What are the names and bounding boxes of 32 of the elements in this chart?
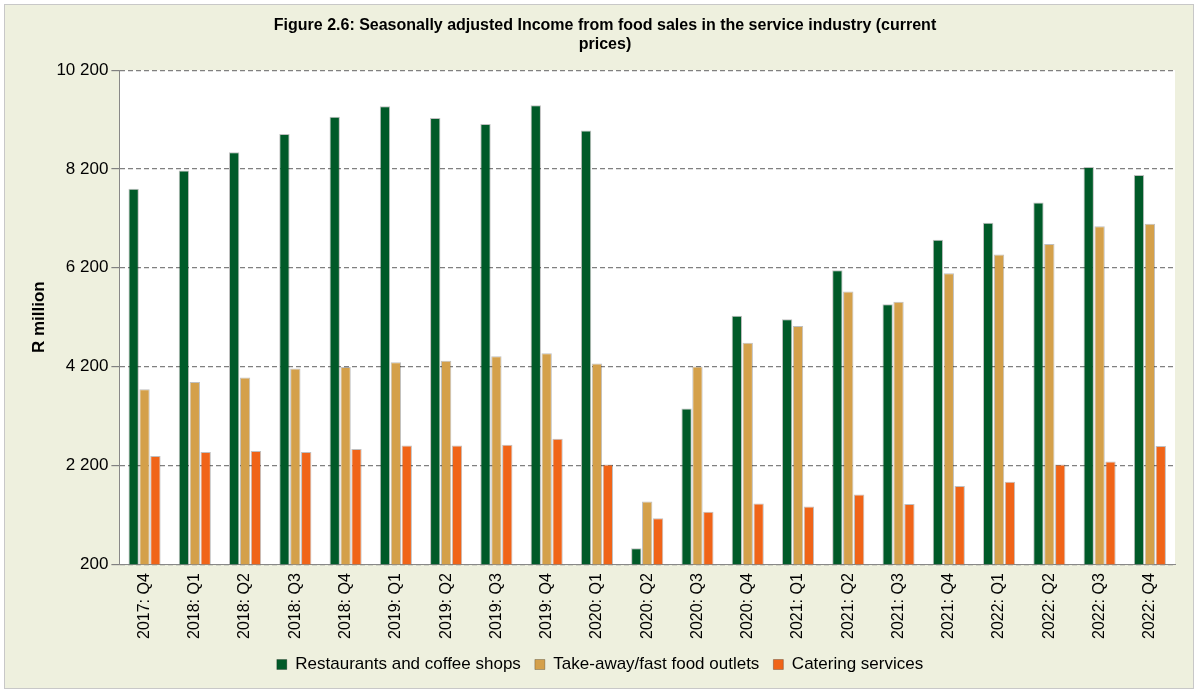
y-tick-label: 8 200 xyxy=(65,158,109,178)
legend-label: Take-away/fast food outlets xyxy=(553,654,760,674)
x-tick-label: 2021: Q4 xyxy=(939,573,957,639)
legend-label: Restaurants and coffee shops xyxy=(295,654,521,674)
x-tick-label: 2018: Q2 xyxy=(235,573,253,639)
x-tick-label: 2017: Q4 xyxy=(134,573,152,639)
x-tick-label: 2020: Q4 xyxy=(738,573,756,639)
x-tick-label: 2022: Q3 xyxy=(1090,573,1108,639)
x-tick-label: 2021: Q2 xyxy=(838,573,856,639)
x-tick-label: 2018: Q4 xyxy=(336,573,353,639)
x-tick-label: 2020: Q1 xyxy=(587,573,605,639)
y-tick-label: 4 200 xyxy=(65,356,109,376)
x-tick-label: 2018: Q1 xyxy=(185,573,203,639)
y-tick-label: 6 200 xyxy=(65,257,109,277)
x-tick-label: 2022: Q2 xyxy=(1039,573,1057,639)
x-tick-label: 2019: Q4 xyxy=(537,573,555,639)
legend-label: Catering services xyxy=(791,654,924,674)
x-tick-label: 2022: Q1 xyxy=(989,573,1007,639)
y-tick-label: 200 xyxy=(80,553,109,573)
x-tick-label: 2019: Q1 xyxy=(386,573,404,639)
y-tick-label: 10 200 xyxy=(56,59,109,79)
x-tick-label: 2018: Q3 xyxy=(285,573,303,639)
x-tick-label: 2022: Q4 xyxy=(1140,573,1158,639)
y-axis-title: R million xyxy=(28,281,48,354)
x-tick-label: 2019: Q3 xyxy=(486,573,504,639)
x-tick-label: 2020: Q2 xyxy=(637,573,655,639)
x-tick-label: 2019: Q2 xyxy=(436,573,454,639)
y-tick-label: 2 200 xyxy=(65,455,109,475)
x-tick-label: 2021: Q3 xyxy=(888,573,906,639)
chart-title: Figure 2.6: Seasonally adjusted Income from food sales in the service industry (current prices) xyxy=(272,15,938,53)
x-tick-label: 2021: Q1 xyxy=(788,573,806,639)
x-tick-label: 2020: Q3 xyxy=(687,573,705,639)
